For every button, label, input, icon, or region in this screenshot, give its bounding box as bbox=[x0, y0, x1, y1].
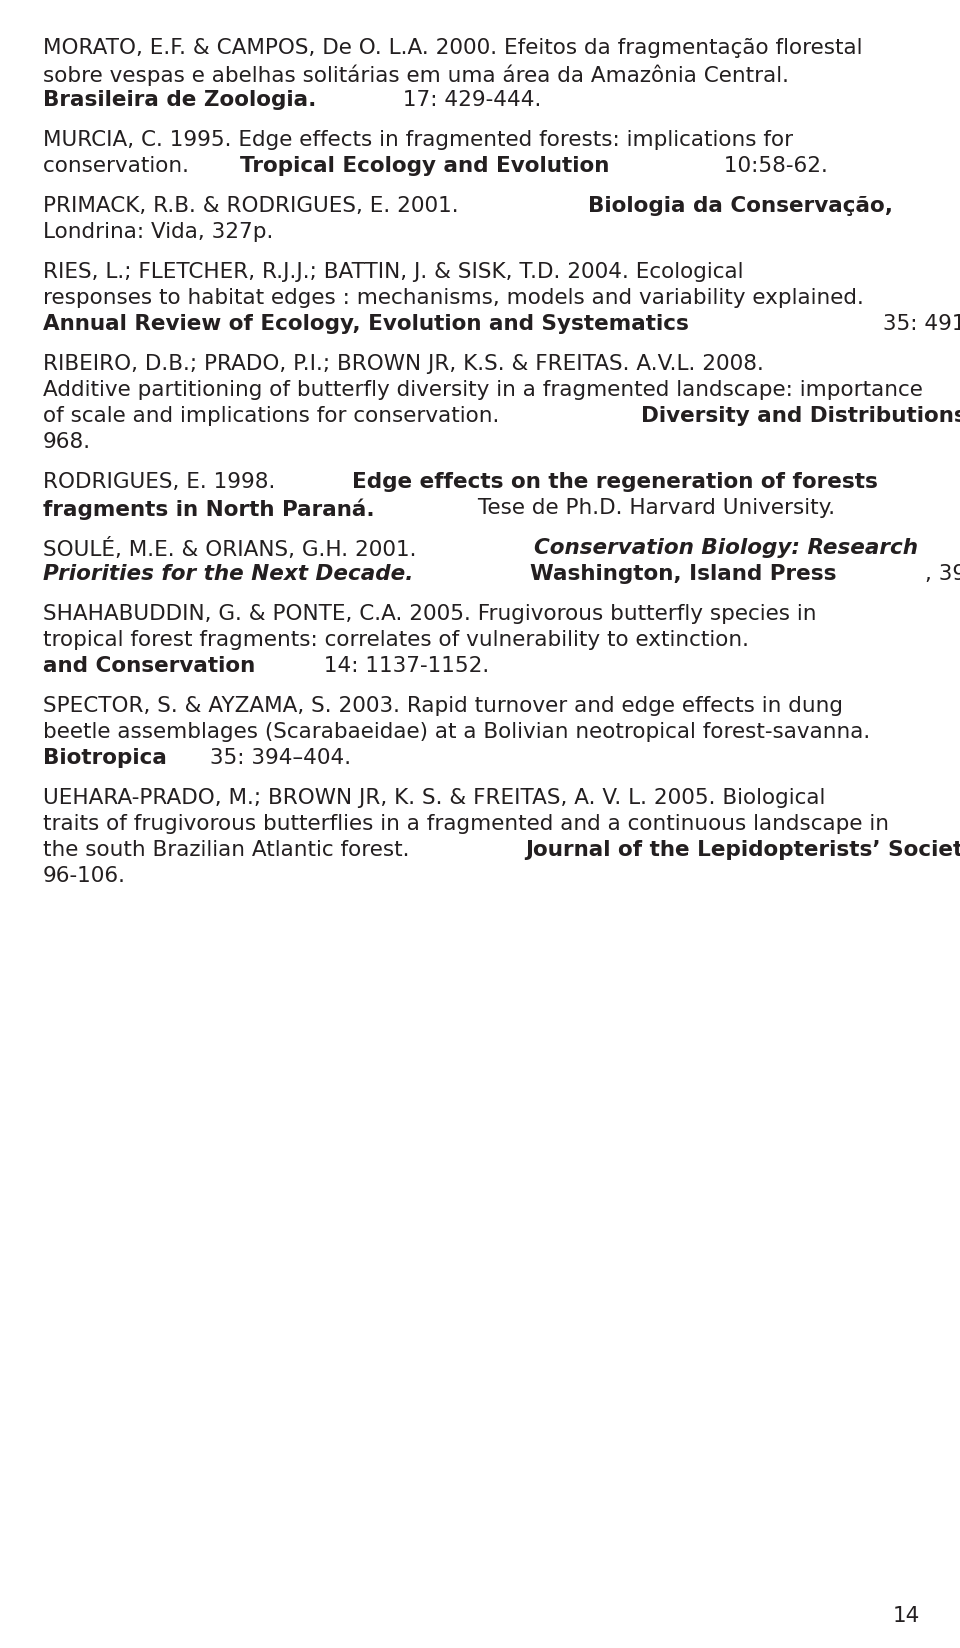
Text: 35: 491–522.: 35: 491–522. bbox=[876, 315, 960, 335]
Text: RIES, L.; FLETCHER, R.J.J.; BATTIN, J. & SISK, T.D. 2004. Ecological: RIES, L.; FLETCHER, R.J.J.; BATTIN, J. &… bbox=[43, 262, 743, 282]
Text: 17: 429-444.: 17: 429-444. bbox=[396, 91, 541, 110]
Text: the south Brazilian Atlantic forest.: the south Brazilian Atlantic forest. bbox=[43, 840, 417, 860]
Text: SPECTOR, S. & AYZAMA, S. 2003. Rapid turnover and edge effects in dung: SPECTOR, S. & AYZAMA, S. 2003. Rapid tur… bbox=[43, 695, 843, 715]
Text: MURCIA, C. 1995. Edge effects in fragmented forests: implications for: MURCIA, C. 1995. Edge effects in fragmen… bbox=[43, 130, 793, 150]
Text: Journal of the Lepidopterists’ Society: Journal of the Lepidopterists’ Society bbox=[525, 840, 960, 860]
Text: MORATO, E.F. & CAMPOS, De O. L.A. 2000. Efeitos da fragmentação florestal: MORATO, E.F. & CAMPOS, De O. L.A. 2000. … bbox=[43, 38, 862, 58]
Text: of scale and implications for conservation.: of scale and implications for conservati… bbox=[43, 405, 506, 425]
Text: SOULÉ, M.E. & ORIANS, G.H. 2001.: SOULÉ, M.E. & ORIANS, G.H. 2001. bbox=[43, 537, 423, 560]
Text: sobre vespas e abelhas solitárias em uma área da Amazônia Central.: sobre vespas e abelhas solitárias em uma… bbox=[43, 64, 796, 86]
Text: Tropical Ecology and Evolution: Tropical Ecology and Evolution bbox=[240, 157, 610, 176]
Text: Tese de Ph.D. Harvard University.: Tese de Ph.D. Harvard University. bbox=[471, 498, 835, 517]
Text: tropical forest fragments: correlates of vulnerability to extinction.: tropical forest fragments: correlates of… bbox=[43, 630, 756, 649]
Text: Additive partitioning of butterfly diversity in a fragmented landscape: importan: Additive partitioning of butterfly diver… bbox=[43, 381, 923, 400]
Text: Biotropica: Biotropica bbox=[43, 748, 167, 768]
Text: Conservation Biology: Research: Conservation Biology: Research bbox=[534, 537, 918, 559]
Text: 10:58-62.: 10:58-62. bbox=[717, 157, 828, 176]
Text: RIBEIRO, D.B.; PRADO, P.I.; BROWN JR, K.S. & FREITAS. A.V.L. 2008.: RIBEIRO, D.B.; PRADO, P.I.; BROWN JR, K.… bbox=[43, 354, 764, 374]
Text: PRIMACK, R.B. & RODRIGUES, E. 2001.: PRIMACK, R.B. & RODRIGUES, E. 2001. bbox=[43, 196, 466, 216]
Text: Brasileira de Zoologia.: Brasileira de Zoologia. bbox=[43, 91, 317, 110]
Text: Biologia da Conservação,: Biologia da Conservação, bbox=[588, 196, 893, 216]
Text: Annual Review of Ecology, Evolution and Systematics: Annual Review of Ecology, Evolution and … bbox=[43, 315, 689, 335]
Text: Londrina: Vida, 327p.: Londrina: Vida, 327p. bbox=[43, 222, 274, 242]
Text: RODRIGUES, E. 1998.: RODRIGUES, E. 1998. bbox=[43, 471, 282, 493]
Text: Priorities for the Next Decade.: Priorities for the Next Decade. bbox=[43, 564, 414, 583]
Text: 35: 394–404.: 35: 394–404. bbox=[203, 748, 351, 768]
Text: , 397p.: , 397p. bbox=[925, 564, 960, 583]
Text: traits of frugivorous butterflies in a fragmented and a continuous landscape in: traits of frugivorous butterflies in a f… bbox=[43, 814, 889, 834]
Text: 14: 1137-1152.: 14: 1137-1152. bbox=[317, 656, 490, 676]
Text: UEHARA-PRADO, M.; BROWN JR, K. S. & FREITAS, A. V. L. 2005. Biological: UEHARA-PRADO, M.; BROWN JR, K. S. & FREI… bbox=[43, 788, 826, 808]
Text: beetle assemblages (Scarabaeidae) at a Bolivian neotropical forest-savanna.: beetle assemblages (Scarabaeidae) at a B… bbox=[43, 722, 871, 742]
Text: conservation.: conservation. bbox=[43, 157, 196, 176]
Text: Edge effects on the regeneration of forests: Edge effects on the regeneration of fore… bbox=[351, 471, 877, 493]
Text: and Conservation: and Conservation bbox=[43, 656, 255, 676]
Text: 14: 14 bbox=[893, 1607, 920, 1627]
Text: fragments in North Paraná.: fragments in North Paraná. bbox=[43, 498, 374, 519]
Text: responses to habitat edges : mechanisms, models and variability explained.: responses to habitat edges : mechanisms,… bbox=[43, 288, 864, 308]
Text: Washington, Island Press: Washington, Island Press bbox=[530, 564, 836, 583]
Text: Diversity and Distributions: Diversity and Distributions bbox=[640, 405, 960, 425]
Text: SHAHABUDDIN, G. & PONTE, C.A. 2005. Frugivorous butterfly species in: SHAHABUDDIN, G. & PONTE, C.A. 2005. Frug… bbox=[43, 605, 817, 625]
Text: 968.: 968. bbox=[43, 432, 91, 452]
Text: 96-106.: 96-106. bbox=[43, 865, 126, 887]
